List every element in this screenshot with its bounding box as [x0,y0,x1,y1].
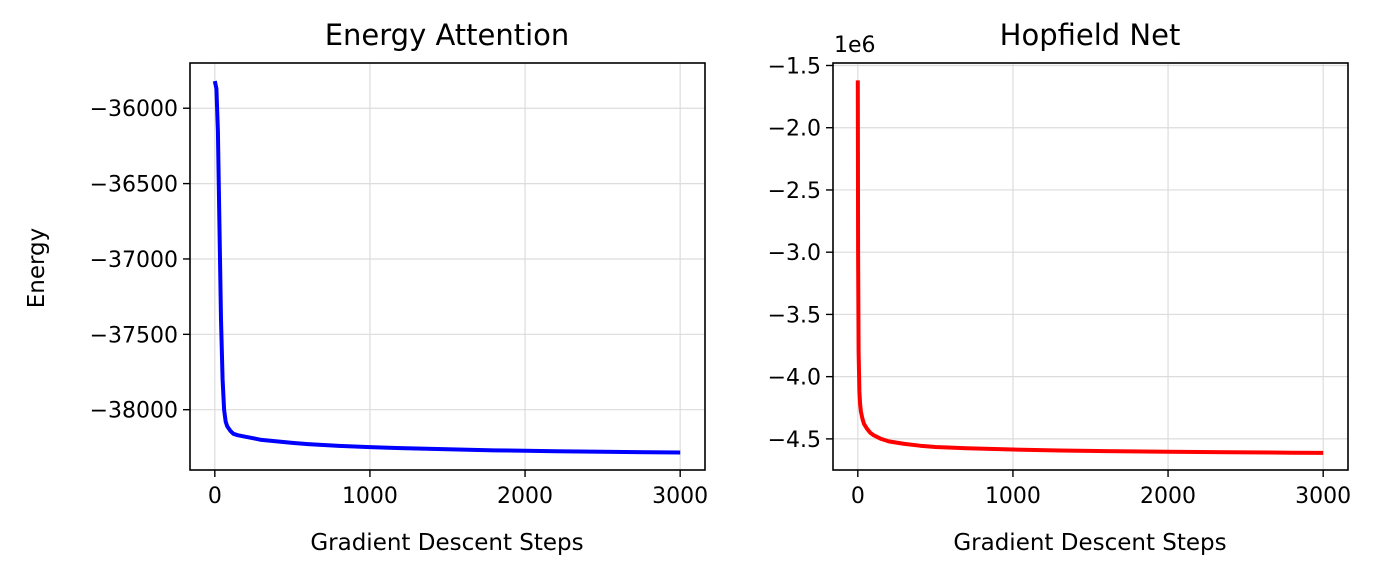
series-line [855,80,1324,455]
x-axis-label: Gradient Descent Steps [310,530,583,556]
y-tick-label: −36000 [90,97,178,122]
series-line [212,80,681,455]
ticks: 0 1000 2000 3000 −1.5 −2.0 −2.5 −3.0 −3.5 −4.0 −4.… [768,54,1352,509]
x-tick-label: 3000 [1295,484,1351,509]
y-tick-label: −1.5 [768,54,821,79]
chart-hopfield-net: 0 1000 2000 3000 −1.5 −2.0 −2.5 −3.0 −3.5 −4.0 −4.… [768,18,1352,556]
y-tick-label: −38000 [90,399,178,424]
y-tick-label: −3.0 [768,241,821,266]
axis-offset-text: 1e6 [834,33,876,58]
y-tick-label: −4.5 [768,428,821,453]
x-tick-label: 2000 [1140,484,1196,509]
y-tick-label: −37000 [90,248,178,273]
chart-title: Energy Attention [325,18,570,52]
x-tick-label: 0 [208,484,222,509]
x-tick-label: 1000 [985,484,1041,509]
x-tick-label: 3000 [652,484,708,509]
y-tick-label: −3.5 [768,303,821,328]
y-tick-label: −2.5 [768,179,821,204]
y-tick-label: −4.0 [768,366,821,391]
plot-frame [832,62,1349,471]
x-tick-label: 2000 [497,484,553,509]
grid [190,63,705,470]
ticks: 0 1000 2000 3000 −36000 −36500 −37000 −37500 −38… [90,97,709,509]
x-tick-label: 0 [851,484,865,509]
x-axis-label: Gradient Descent Steps [953,530,1226,556]
y-tick-label: −36500 [90,173,178,198]
plot-frame [189,62,706,471]
series-group [212,80,681,455]
y-tick-label: −37500 [90,323,178,348]
chart-title: Hopfield Net [1000,18,1181,52]
y-axis-label: Energy [24,228,50,309]
chart-energy-attention: 0 1000 2000 3000 −36000 −36500 −37000 −37500 −38… [24,18,708,556]
y-tick-label: −2.0 [768,117,821,142]
series-group [855,80,1324,455]
grid [833,63,1348,470]
x-tick-label: 1000 [342,484,398,509]
